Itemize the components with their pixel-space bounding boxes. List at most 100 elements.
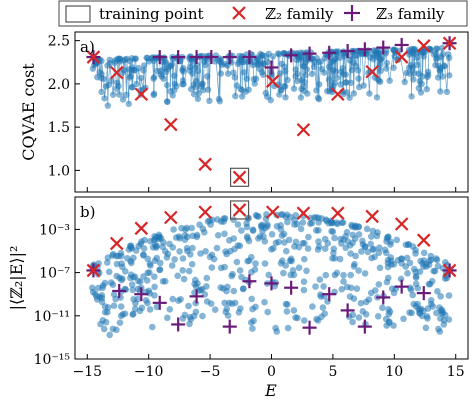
panel-a-point: [267, 97, 274, 104]
panel-a-z3-marker: [376, 40, 391, 55]
panel-b-point: [368, 254, 375, 262]
panel-a-ytick-label: 2.0: [48, 77, 70, 93]
panel-a-point: [373, 94, 381, 101]
panel-b-point: [376, 264, 384, 272]
panel-b-xtick-label: 10: [385, 364, 403, 380]
panel-a-point: [334, 74, 341, 81]
panel-a-point: [231, 74, 238, 81]
panel-b-point: [347, 284, 355, 292]
panel-b-point: [191, 280, 198, 288]
panel-b-point: [196, 221, 203, 228]
panel-b-point: [283, 247, 290, 255]
panel-a-point: [346, 94, 353, 101]
panel-b-point: [320, 283, 327, 290]
panel-b-point: [174, 272, 181, 280]
panel-b-point: [328, 219, 335, 227]
panel-b-point: [412, 246, 419, 254]
panel-b-point: [183, 224, 190, 232]
panel-b-point: [240, 285, 247, 292]
panel-b-point: [268, 231, 276, 238]
panel-a-point: [325, 76, 333, 83]
panel-b-point: [238, 227, 245, 234]
panel-a-point: [132, 55, 139, 62]
panel-b-point: [412, 302, 420, 310]
panel-b-point: [221, 263, 228, 271]
panel-b-point: [349, 311, 357, 319]
panel-b-point: [285, 236, 293, 244]
panel-a-point: [419, 73, 426, 80]
panel-a-point: [224, 70, 232, 77]
panel-b-xtick-label: −15: [73, 364, 103, 380]
panel-a-ytick-label: 1.5: [48, 120, 70, 136]
panel-b-point: [283, 211, 291, 219]
panel-b-point: [207, 300, 215, 308]
panel-a-point: [331, 79, 338, 87]
panel-a-z2-marker: [394, 50, 409, 64]
panel-b-point: [414, 284, 422, 292]
panel-a-y-axis: 1.0 1.5 2.0 2.5: [48, 34, 80, 179]
panel-b-point: [307, 220, 314, 227]
panel-b-point: [109, 281, 117, 289]
panel-b-z2-marker: [331, 206, 345, 220]
panel-b-point: [277, 222, 285, 229]
panel-b-point: [221, 299, 228, 307]
panel-a-point: [386, 77, 393, 84]
panel-b-point: [230, 216, 237, 223]
panel-a-point: [423, 86, 430, 93]
panel-b-point: [197, 286, 205, 294]
panel-b-scatter: [89, 211, 454, 339]
panel-b-point: [324, 240, 332, 247]
panel-b-point: [130, 310, 137, 318]
panel-b-point: [350, 295, 358, 303]
panel-b-point: [261, 260, 269, 267]
panel-b-point: [359, 241, 367, 248]
legend-z3-plus: [344, 5, 360, 21]
panel-a-point: [316, 81, 323, 88]
panel-b-point: [437, 293, 444, 300]
panel-b-z3-marker: [416, 286, 431, 301]
panel-b-point: [270, 245, 277, 252]
panel-b-point: [305, 233, 312, 241]
panel-a-point: [311, 63, 318, 70]
panel-a-x-ticks: [86, 187, 457, 192]
panel-b-point: [290, 307, 298, 314]
panel-b-point: [398, 255, 406, 262]
panel-a-point: [216, 98, 223, 105]
panel-b-point: [280, 269, 287, 277]
panel-b-point: [190, 312, 198, 320]
panel-b-point: [419, 312, 426, 320]
panel-b-point: [208, 264, 216, 271]
panel-a-point: [290, 85, 298, 92]
panel-b-point: [383, 278, 391, 286]
panel-b-point: [202, 248, 209, 255]
panel-a-point: [308, 70, 316, 78]
panel-b-point: [423, 313, 431, 320]
panel-b-point: [412, 268, 419, 276]
panel-b-point: [248, 268, 255, 276]
panel-b-point: [261, 298, 268, 306]
panel-b-point: [257, 222, 265, 229]
panel-a-point: [315, 96, 323, 103]
panel-a-point: [243, 75, 250, 82]
panel-b-point: [430, 267, 437, 275]
panel-b-point: [176, 248, 183, 255]
panel-b-point: [181, 232, 189, 239]
panel-b-point: [409, 291, 417, 299]
panel-a-ylabel: CQVAE cost: [19, 63, 38, 161]
panel-a-point: [98, 88, 105, 96]
panel-a-z2-marker: [365, 65, 379, 79]
panel-b-point: [272, 239, 280, 247]
panel-b-point: [185, 267, 193, 275]
panel-b-point: [177, 296, 184, 303]
panel-a-point: [425, 71, 432, 79]
panel-b-z2-marker: [232, 203, 247, 217]
panel-b-point: [250, 317, 257, 325]
panel-b-point: [248, 295, 255, 303]
panel-b-point: [408, 309, 416, 317]
panel-b-point: [259, 227, 266, 235]
panel-b-point: [350, 263, 358, 270]
panel-b-xlabel: E: [264, 381, 277, 400]
panel-a-point: [264, 58, 271, 66]
panel-b-point: [140, 245, 148, 252]
panel-a-point: [302, 71, 309, 79]
